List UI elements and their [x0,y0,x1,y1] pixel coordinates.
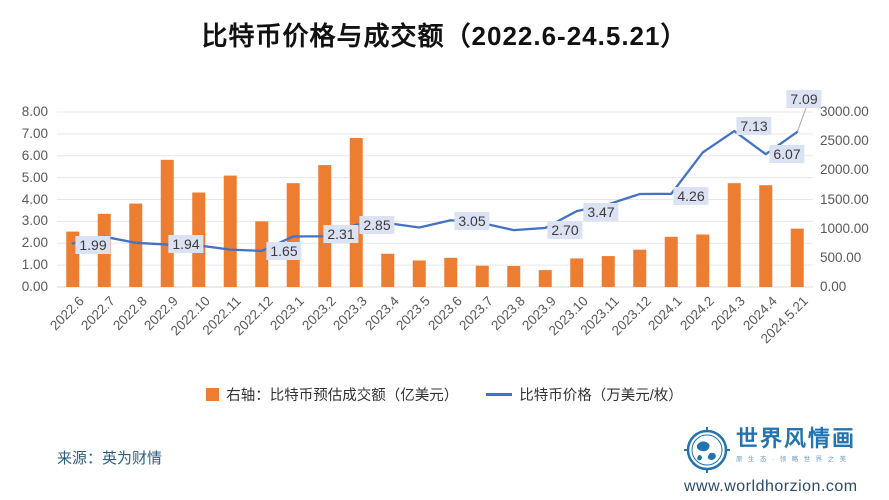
data-label: 3.47 [583,203,619,221]
legend-price-label: 比特币价格（万美元/枚） [519,388,683,404]
data-source-note: 来源：英为财情 [57,450,163,467]
y-axis-tick-left: 1.00 [21,257,48,273]
data-label: 2.31 [323,225,359,243]
y-axis-tick-right: 3000.00 [820,104,869,119]
volume-bar [381,253,395,287]
y-axis-tick-left: 5.00 [21,169,48,185]
logo-url: www.worldhorzion.com [684,478,858,495]
data-label: 6.07 [769,145,805,163]
data-label: 7.09 [786,90,822,108]
volume-bar [538,270,552,287]
y-axis-tick-left: 8.00 [21,104,48,119]
volume-bar [601,256,615,287]
label-leader-line [796,107,807,133]
volume-bar [633,249,647,287]
data-label: 2.70 [547,221,583,239]
y-axis-tick-left: 2.00 [21,235,48,251]
volume-bar [412,260,426,287]
y-axis-tick-left: 6.00 [21,147,48,163]
y-axis-tick-left: 7.00 [21,125,48,141]
logo-name: 世界风情画 [736,426,857,451]
data-label: 1.99 [75,236,111,254]
data-label: 1.65 [266,242,302,260]
legend-volume-label: 右轴：比特币预估成交额（亿美元） [226,388,459,404]
volume-bar [507,266,521,287]
y-axis-tick-left: 0.00 [21,279,48,294]
legend-item-volume: 右轴：比特币预估成交额（亿美元） [206,384,458,405]
volume-bar [759,185,773,287]
bar-series-swatch [206,388,220,401]
volume-bar [255,221,269,287]
data-label: 7.13 [736,117,772,135]
volume-bar [349,137,363,287]
chart-title: 比特币价格与成交额（2022.6-24.5.21） [201,21,688,51]
volume-bar [475,265,489,287]
volume-bar [570,258,584,287]
volume-bar [444,257,458,287]
line-series-swatch [486,393,513,396]
volume-bar [160,159,174,287]
volume-bar [664,236,678,287]
y-axis-tick-left: 3.00 [21,213,48,229]
y-axis-tick-right: 0.00 [820,279,847,294]
y-axis-tick-right: 2500.00 [820,133,869,149]
y-axis-tick-right: 2000.00 [820,162,869,178]
data-label: 4.26 [673,187,709,205]
data-label: 1.94 [168,235,204,253]
data-label: 3.05 [454,212,490,230]
volume-bar [790,228,804,287]
volume-bar [223,175,237,287]
y-axis-tick-right: 1500.00 [820,191,869,207]
chart-legend: 右轴：比特币预估成交额（亿美元） 比特币价格（万美元/枚） [0,384,889,405]
legend-item-price: 比特币价格（万美元/枚） [486,384,683,405]
y-axis-tick-right: 1000.00 [820,220,869,236]
y-axis-tick-left: 4.00 [21,191,48,207]
data-label: 2.85 [359,216,395,234]
volume-bar [286,183,300,287]
volume-bar [727,183,741,287]
volume-bar [696,234,710,287]
logo-tagline: 原生态·领略世界之美 [736,456,852,463]
volume-bar [129,203,143,287]
globe-icon [684,427,730,473]
watermark-logo: 世界风情画 原生态·领略世界之美 www.worldhorzion.com [684,427,869,496]
y-axis-tick-right: 500.00 [820,249,862,265]
